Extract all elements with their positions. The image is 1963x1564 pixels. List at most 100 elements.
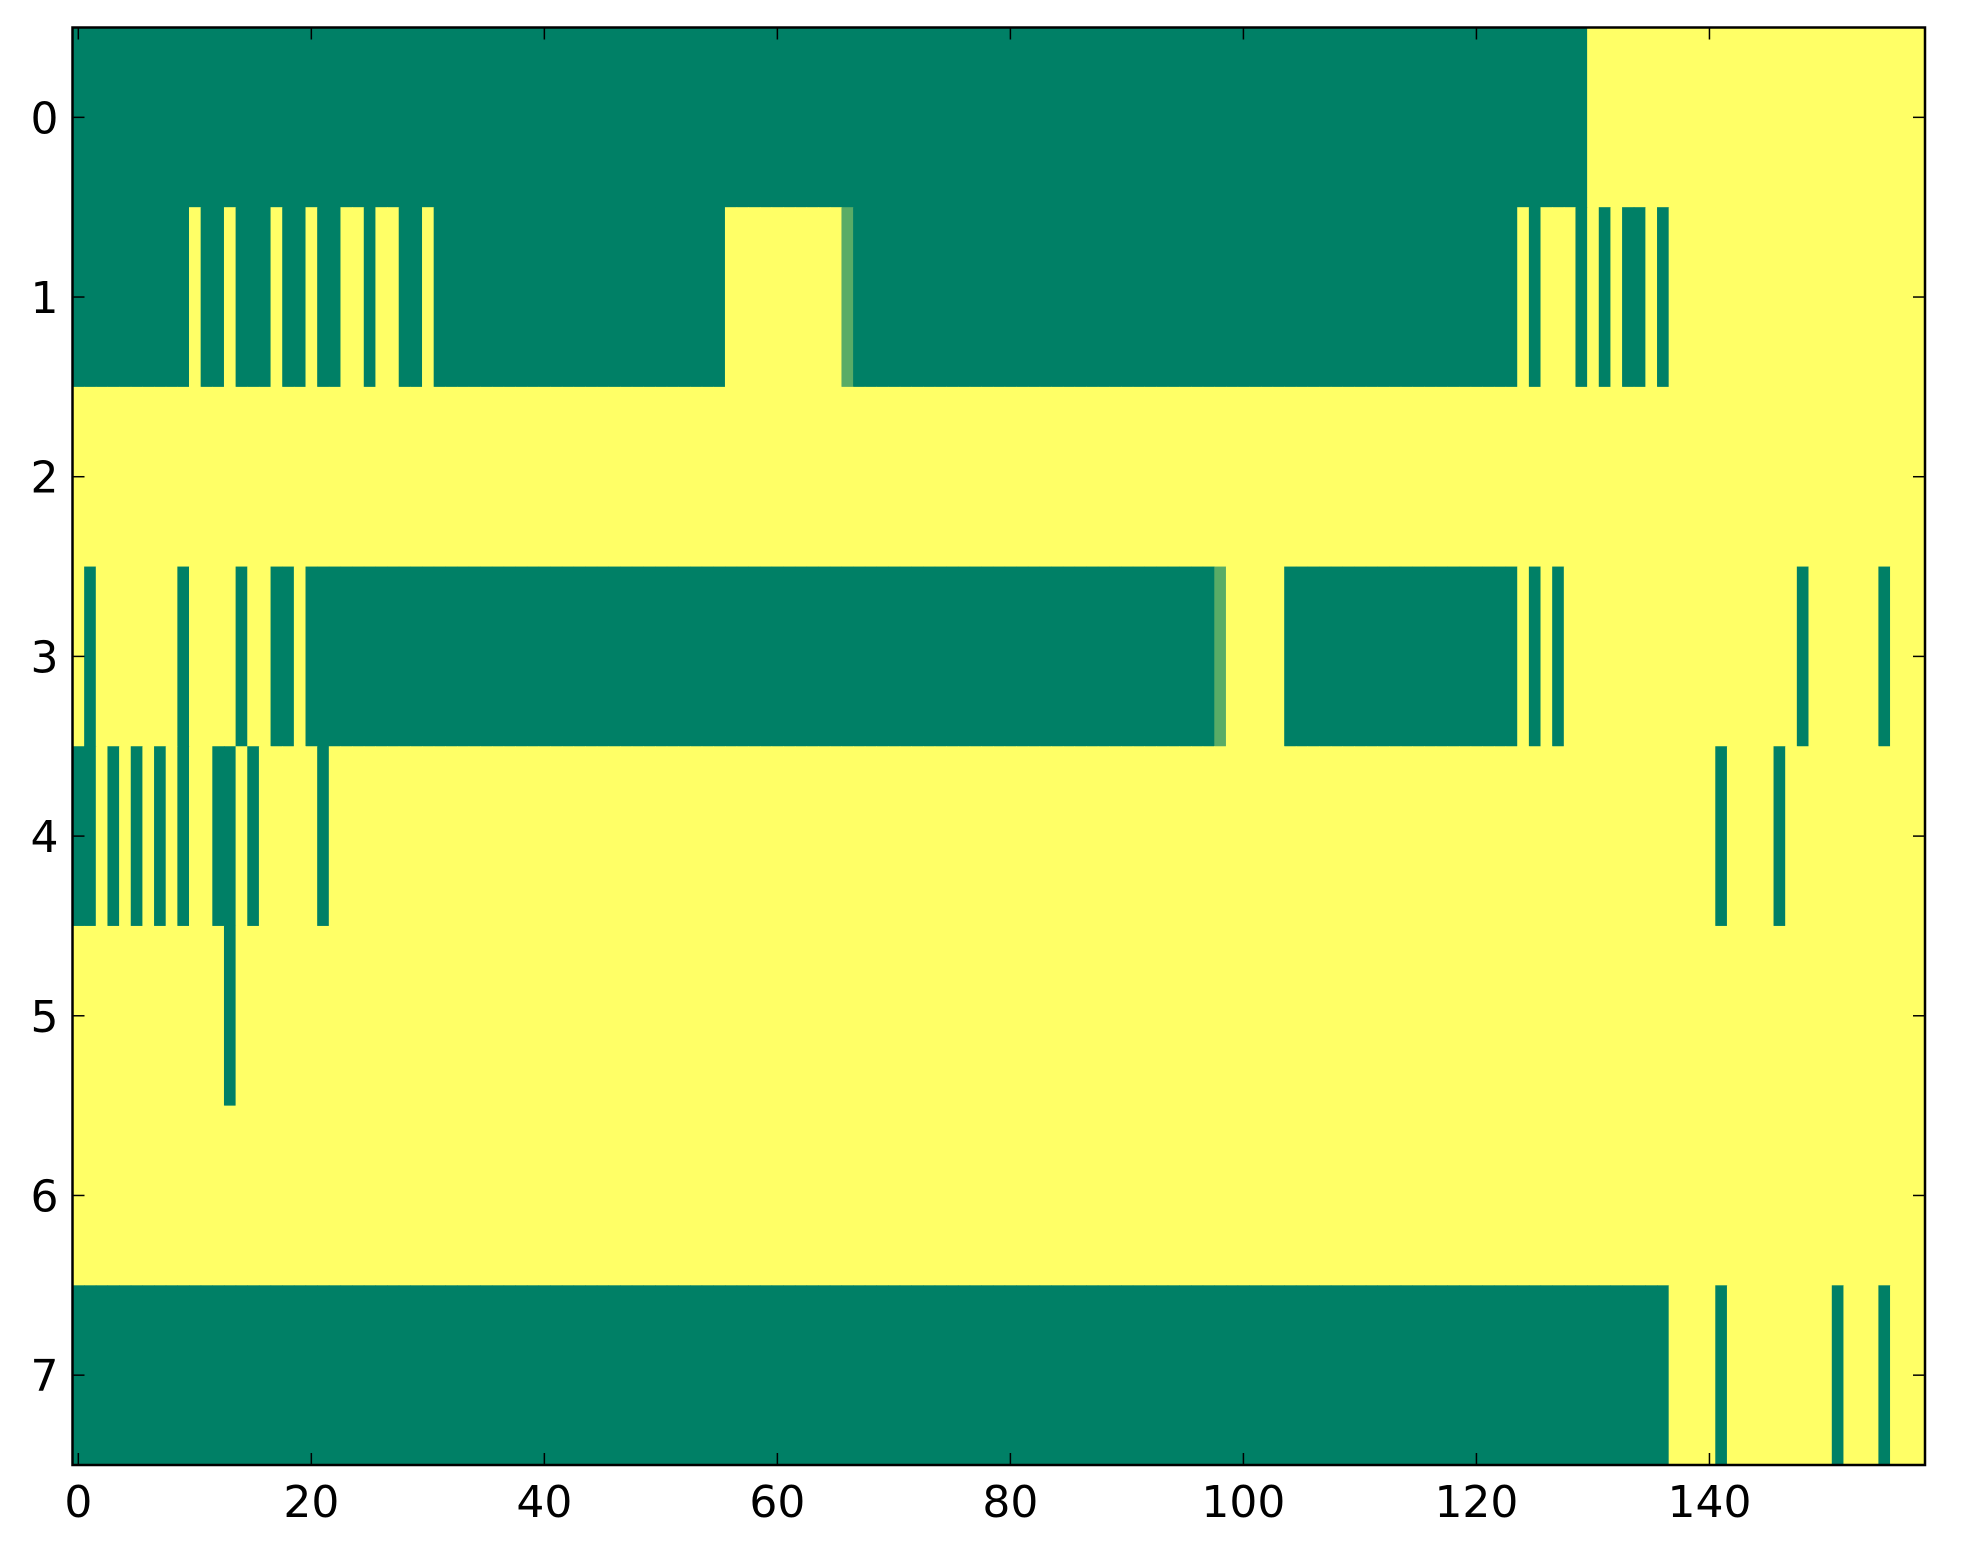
cell	[1470, 1285, 1483, 1466]
cell	[526, 1105, 540, 1286]
cell	[1377, 1105, 1390, 1286]
cell	[1400, 566, 1413, 747]
cell	[1132, 1105, 1145, 1286]
cell	[608, 27, 621, 208]
cell	[328, 1105, 342, 1286]
cell	[1412, 1105, 1425, 1286]
cell	[305, 27, 318, 208]
cell	[1016, 925, 1029, 1107]
cell	[1447, 207, 1460, 388]
cell	[1901, 1105, 1914, 1286]
cell	[1598, 27, 1612, 208]
cell	[1657, 746, 1670, 927]
cell	[1144, 207, 1157, 388]
cell	[177, 566, 190, 747]
cell	[1843, 386, 1856, 568]
cell	[1773, 386, 1786, 568]
cell	[1016, 27, 1029, 208]
cell	[1470, 1105, 1483, 1286]
cell	[783, 207, 796, 388]
cell	[1330, 386, 1344, 568]
cell	[433, 1285, 446, 1466]
cell	[1482, 386, 1495, 568]
cell	[923, 746, 936, 927]
cell	[736, 925, 749, 1107]
cell	[1633, 566, 1646, 747]
cell	[585, 925, 598, 1107]
cell	[1563, 27, 1577, 208]
cell	[655, 1105, 668, 1286]
cell	[1901, 566, 1914, 747]
cell	[1039, 386, 1052, 568]
cell	[1016, 1105, 1029, 1286]
cell	[1365, 566, 1379, 747]
cell	[1004, 386, 1017, 568]
cell	[1132, 1285, 1145, 1466]
cell	[1505, 27, 1518, 208]
cell	[853, 207, 866, 388]
cell	[899, 746, 912, 927]
cell	[1855, 1285, 1868, 1466]
cell	[550, 27, 563, 208]
cell	[992, 1105, 1006, 1286]
cell	[1179, 207, 1192, 388]
cell	[1587, 566, 1600, 747]
cell	[1540, 1105, 1553, 1286]
cell	[235, 386, 248, 568]
cell	[223, 746, 237, 927]
cell	[969, 925, 982, 1107]
cell	[387, 566, 400, 747]
cell	[165, 386, 178, 568]
cell	[818, 746, 831, 927]
cell	[189, 925, 202, 1107]
cell	[596, 566, 610, 747]
cell	[1785, 746, 1798, 927]
cell	[1225, 925, 1239, 1107]
cell	[1820, 746, 1833, 927]
cell	[1016, 1285, 1029, 1466]
cell	[1808, 386, 1821, 568]
cell	[1330, 746, 1344, 927]
cell	[1563, 566, 1577, 747]
cell	[1831, 566, 1845, 747]
cell	[1610, 746, 1623, 927]
cell	[608, 566, 621, 747]
cell	[655, 207, 668, 388]
cell	[515, 925, 528, 1107]
cell	[352, 1105, 365, 1286]
cell	[771, 27, 784, 208]
cell	[375, 1105, 388, 1286]
cell	[1598, 1285, 1612, 1466]
cell	[468, 207, 481, 388]
cell	[456, 925, 470, 1107]
cell	[1855, 925, 1868, 1107]
cell	[1691, 566, 1705, 747]
cell	[585, 207, 598, 388]
cell	[1820, 925, 1833, 1107]
cell	[911, 746, 924, 927]
cell	[1552, 207, 1565, 388]
cell	[1796, 207, 1810, 388]
cell	[911, 925, 924, 1107]
cell	[899, 925, 912, 1107]
cell	[1365, 925, 1379, 1107]
cell	[620, 566, 633, 747]
cell	[1179, 27, 1192, 208]
x-tick-label: 60	[749, 1477, 805, 1528]
cell	[480, 1285, 493, 1466]
cell	[340, 925, 353, 1107]
cell	[1493, 1105, 1507, 1286]
cell	[1249, 386, 1262, 568]
cell	[1622, 925, 1635, 1107]
cell	[1575, 925, 1588, 1107]
cell	[95, 925, 109, 1107]
cell	[1039, 925, 1052, 1107]
cell	[154, 746, 167, 927]
cell	[1517, 566, 1530, 747]
cell	[1260, 925, 1274, 1107]
cell	[119, 27, 132, 208]
cell	[1342, 207, 1355, 388]
cell	[666, 566, 679, 747]
cell	[957, 925, 971, 1107]
cell	[1412, 207, 1425, 388]
